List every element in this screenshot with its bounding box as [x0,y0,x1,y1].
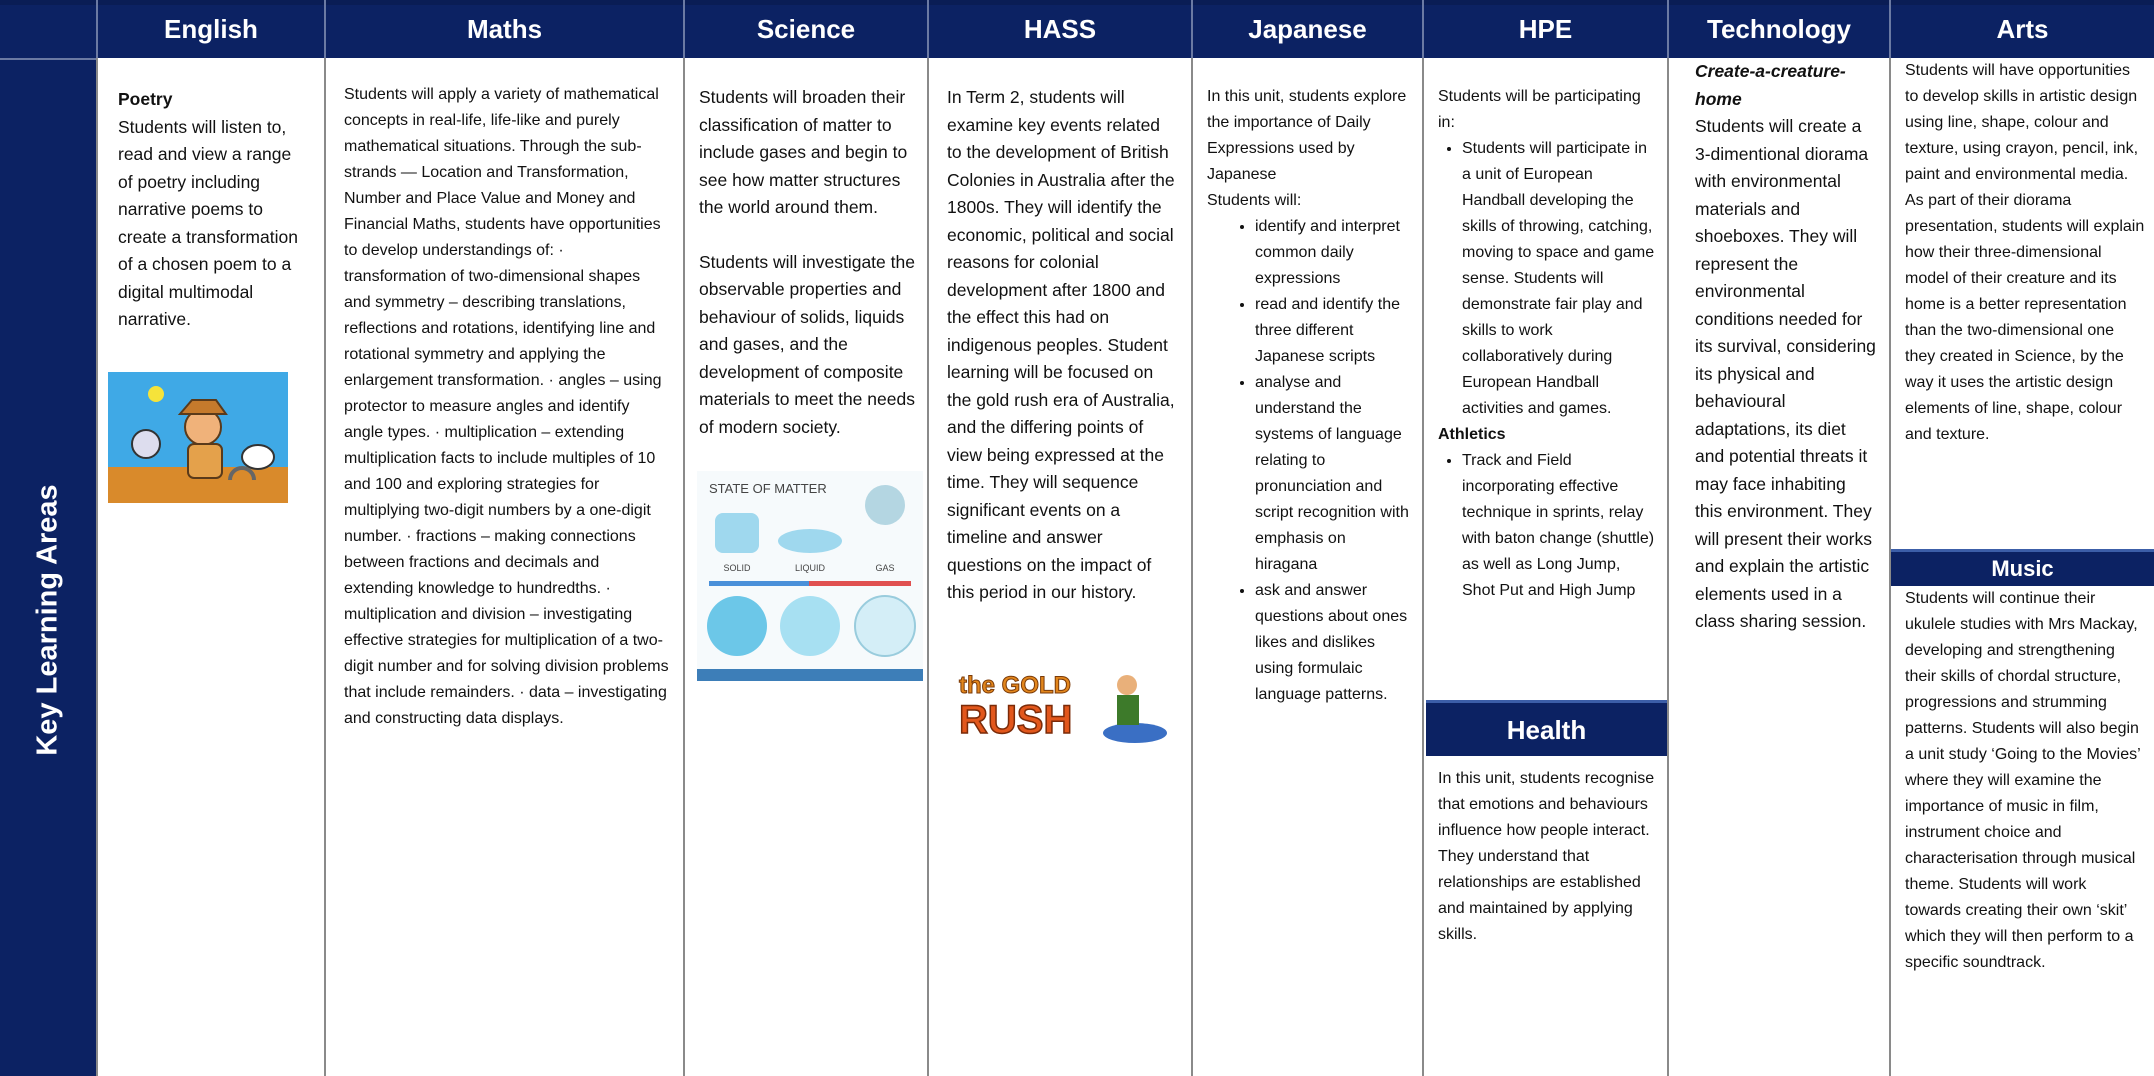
image-title: STATE OF MATTER [709,481,827,496]
science-paragraph: Students will broaden their classificati… [699,87,908,217]
arts-paragraph: Students will have opportunities to deve… [1905,62,2139,183]
arts-paragraph: As part of their diorama presentation, s… [1905,192,2145,443]
maths-cell: Students will apply a variety of mathema… [324,58,683,1076]
hpe-block: Students will be participating in: Stude… [1438,84,1655,700]
maths-text: Students will apply a variety of mathema… [344,86,669,727]
health-text: In this unit, students recognise that em… [1438,770,1655,943]
english-image [108,371,288,503]
japanese-intro: In this unit, students explore the impor… [1207,88,1407,183]
column-header: Science [683,0,927,58]
list-item: ask and answer questions about ones like… [1255,578,1412,708]
list-item: identify and interpret common daily expr… [1255,214,1412,292]
hpe-cell: Students will be participating in: Stude… [1422,58,1667,1076]
science-paragraph: Students will investigate the observable… [699,251,915,437]
music-text: Students will continue their ukulele stu… [1905,590,2141,971]
hpe-subtitle: Athletics [1438,426,1506,443]
science-cell: Students will broaden their classificati… [683,58,927,1076]
arts-cell: Students will have opportunities to deve… [1889,58,2154,1076]
image-label: GAS [875,563,894,573]
technology-title: Create-a-creature-home [1695,61,1846,109]
english-title: Poetry [118,89,173,109]
japanese-list: identify and interpret common daily expr… [1207,214,1412,708]
image-text: the GOLD [959,672,1071,699]
list-item: Track and Field incorporating effective … [1462,448,1655,604]
japanese-cell: In this unit, students explore the impor… [1191,58,1422,1076]
hpe-list: Track and Field incorporating effective … [1438,448,1655,604]
image-label: LIQUID [795,563,826,573]
side-label: Key Learning Areas [31,484,64,756]
english-cell: Poetry Students will listen to, read and… [96,58,324,1076]
side-label-cell: Key Learning Areas [0,58,96,1076]
science-image: STATE OF MATTER SOLID LIQUID GAS [697,471,923,681]
technology-text: Students will create a 3-dimentional dio… [1695,116,1876,631]
arts-block: Students will have opportunities to deve… [1905,58,2146,549]
hass-image: the GOLD RUSH [958,671,1167,743]
column-header: Japanese [1191,0,1422,58]
column-header: HASS [927,0,1191,58]
image-text: RUSH [959,698,1072,742]
image-label: SOLID [723,563,751,573]
column-header: HPE [1422,0,1667,58]
list-item: read and identify the three different Ja… [1255,292,1412,370]
japanese-lead: Students will: [1207,192,1302,209]
list-item: Students will participate in a unit of E… [1462,136,1655,422]
column-header: Arts [1889,0,2154,58]
hpe-list: Students will participate in a unit of E… [1438,136,1655,422]
hass-text: In Term 2, students will examine key eve… [947,87,1175,602]
health-header: Health [1426,700,1667,756]
column-header: English [96,0,324,58]
music-header: Music [1891,549,2154,586]
english-text: Students will listen to, read and view a… [118,116,298,330]
column-header: Technology [1667,0,1889,58]
header-bar [0,0,2154,58]
hpe-intro: Students will be participating in: [1438,88,1641,131]
hass-cell: In Term 2, students will examine key eve… [927,58,1191,1076]
technology-cell: Create-a-creature-home Students will cre… [1667,58,1889,1076]
column-header: Maths [324,0,683,58]
list-item: analyse and understand the systems of la… [1255,370,1412,578]
